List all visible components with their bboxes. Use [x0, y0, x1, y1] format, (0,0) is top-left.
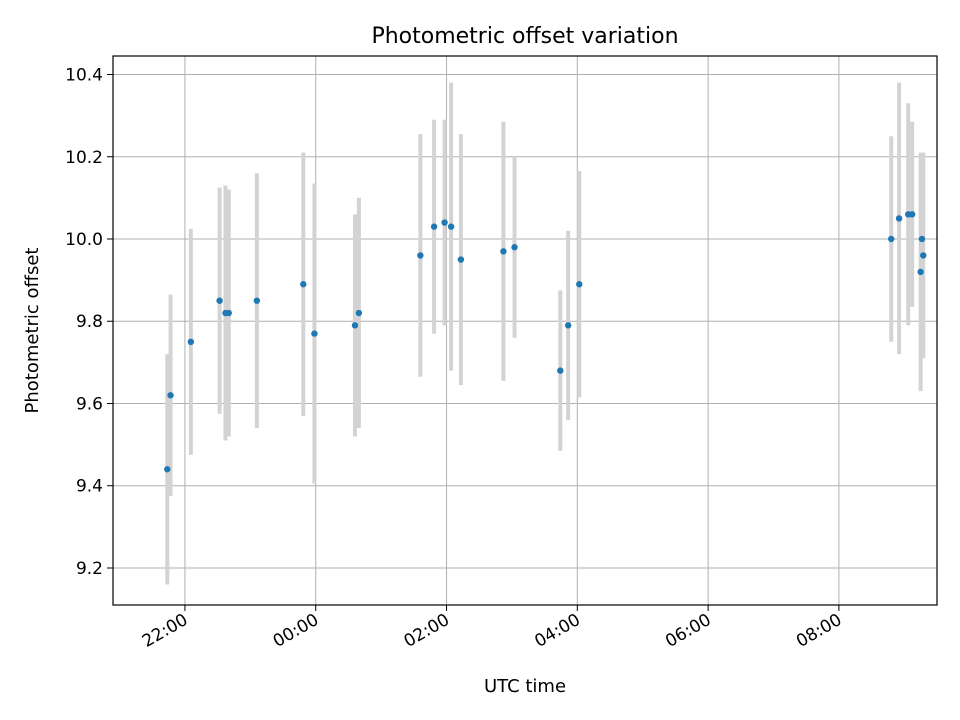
plot-frame: [112, 55, 938, 606]
data-point: [441, 219, 448, 226]
y-tick-label: 9.6: [76, 394, 103, 414]
data-point: [564, 322, 572, 329]
y-tick-label: 9.2: [76, 559, 103, 579]
data-point: [576, 281, 583, 288]
data-point: [888, 235, 895, 243]
data-point: [447, 223, 455, 230]
chart-title: Photometric offset variation: [371, 24, 678, 49]
data-point: [918, 235, 926, 243]
data-point: [351, 322, 359, 329]
data-point: [300, 281, 307, 288]
data-point: [355, 309, 363, 317]
data-point: [225, 309, 232, 317]
y-axis-label: Photometric offset: [22, 248, 43, 414]
data-point: [557, 367, 564, 374]
data-point: [920, 252, 927, 259]
data-point: [457, 256, 465, 263]
data-point: [417, 252, 424, 259]
data-point: [430, 223, 438, 230]
data-point: [500, 248, 507, 255]
y-tick-label: 10.4: [65, 66, 103, 86]
y-tick-label: 9.4: [76, 477, 103, 497]
point-layer: [164, 211, 927, 473]
data-point: [253, 297, 261, 304]
data-point: [187, 338, 195, 346]
data-point: [164, 466, 171, 473]
data-point: [895, 215, 903, 222]
data-point: [511, 244, 518, 251]
data-point: [311, 330, 318, 337]
data-point: [908, 211, 916, 218]
grid-layer: [113, 56, 937, 605]
data-point: [917, 268, 924, 276]
y-tick-label: 10.2: [65, 148, 103, 168]
data-point: [167, 392, 174, 399]
y-tick-label: 9.8: [76, 312, 103, 332]
y-tick-label: 10.0: [65, 230, 103, 250]
data-point: [216, 297, 223, 304]
x-axis-label: UTC time: [484, 676, 566, 697]
